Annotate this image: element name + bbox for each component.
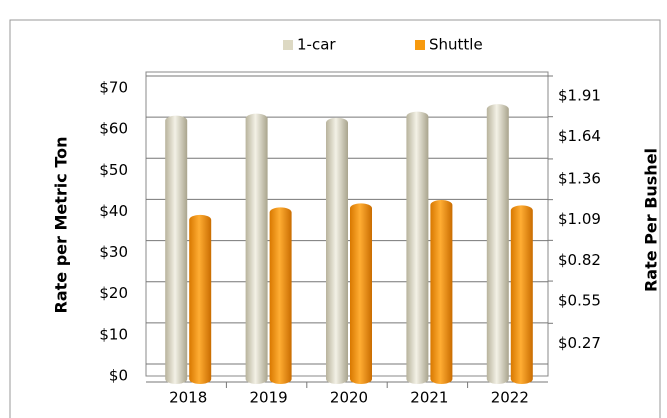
bar <box>406 111 429 385</box>
y-tick-label: $30 <box>99 243 128 261</box>
y2-tick-label: $1.09 <box>558 210 601 228</box>
legend-label: 1-car <box>297 36 336 54</box>
bar <box>430 200 453 384</box>
bar <box>486 104 509 384</box>
y-tick-label: $70 <box>99 79 128 97</box>
x-tick-label: 2019 <box>250 389 288 407</box>
x-tick-label: 2020 <box>330 389 368 407</box>
y-tick-label: $60 <box>99 120 128 138</box>
legend-swatch <box>283 40 293 50</box>
legend-swatch <box>415 40 425 50</box>
bar <box>165 115 188 385</box>
y-tick-label: $0 <box>109 367 128 385</box>
bar <box>326 117 348 384</box>
y2-tick-label: $1.64 <box>558 127 601 145</box>
y2-axis-title: Rate Per Bushel <box>642 148 661 292</box>
bar <box>245 113 268 384</box>
y-tick-label: $40 <box>99 202 128 220</box>
legend-label: Shuttle <box>429 36 483 54</box>
y2-tick-label: $0.27 <box>558 334 601 352</box>
x-tick-label: 2022 <box>491 389 529 407</box>
bar <box>510 205 533 384</box>
bar <box>350 203 372 384</box>
x-tick-label: 2021 <box>410 389 448 407</box>
y2-tick-label: $1.91 <box>558 87 601 105</box>
y-tick-label: $20 <box>99 284 128 302</box>
y-axis-title: Rate per Metric Ton <box>52 137 71 314</box>
bar <box>269 207 292 384</box>
y-tick-label: $10 <box>99 325 128 343</box>
y2-tick-label: $1.36 <box>558 169 601 187</box>
y-tick-label: $50 <box>99 161 128 179</box>
x-tick-label: 2018 <box>169 389 207 407</box>
y2-tick-label: $0.82 <box>558 251 601 269</box>
y2-tick-label: $0.55 <box>558 292 601 310</box>
bar <box>189 214 212 384</box>
